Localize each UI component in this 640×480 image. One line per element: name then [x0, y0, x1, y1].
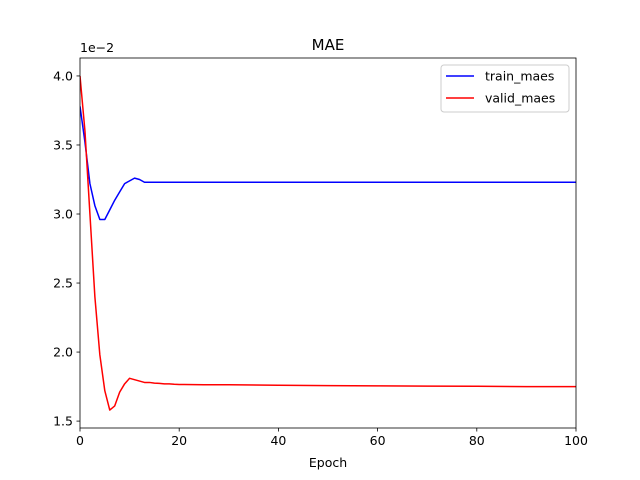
x-tick-label: 100: [564, 433, 588, 448]
y-offset-text: 1e−2: [80, 40, 114, 55]
x-tick-label: 0: [76, 433, 84, 448]
x-tick-label: 60: [370, 433, 386, 448]
x-axis-label: Epoch: [309, 455, 347, 470]
axes: 0 20 40 60 80 100 1.5 2.0 2.5 3.0 3.5 4.0: [53, 57, 588, 448]
series-line-valid_maes: [80, 75, 576, 411]
y-tick-label: 1.5: [53, 414, 73, 429]
legend: train_maes valid_maes: [440, 64, 570, 113]
x-tick-label: 80: [469, 433, 485, 448]
y-tick-label: 4.0: [53, 68, 73, 83]
chart-title: MAE: [312, 36, 345, 54]
plot-area: [80, 75, 576, 411]
y-tick-label: 2.5: [53, 276, 73, 291]
legend-label-valid_maes: valid_maes: [485, 91, 555, 106]
y-tick-label: 3.5: [53, 137, 73, 152]
series-line-train_maes: [80, 106, 576, 221]
y-tick-label: 3.0: [53, 207, 73, 222]
y-tick-label: 2.0: [53, 345, 73, 360]
axes-frame: [79, 57, 577, 429]
x-tick-label: 20: [171, 433, 187, 448]
legend-label-train_maes: train_maes: [485, 69, 554, 84]
x-tick-label: 40: [270, 433, 286, 448]
